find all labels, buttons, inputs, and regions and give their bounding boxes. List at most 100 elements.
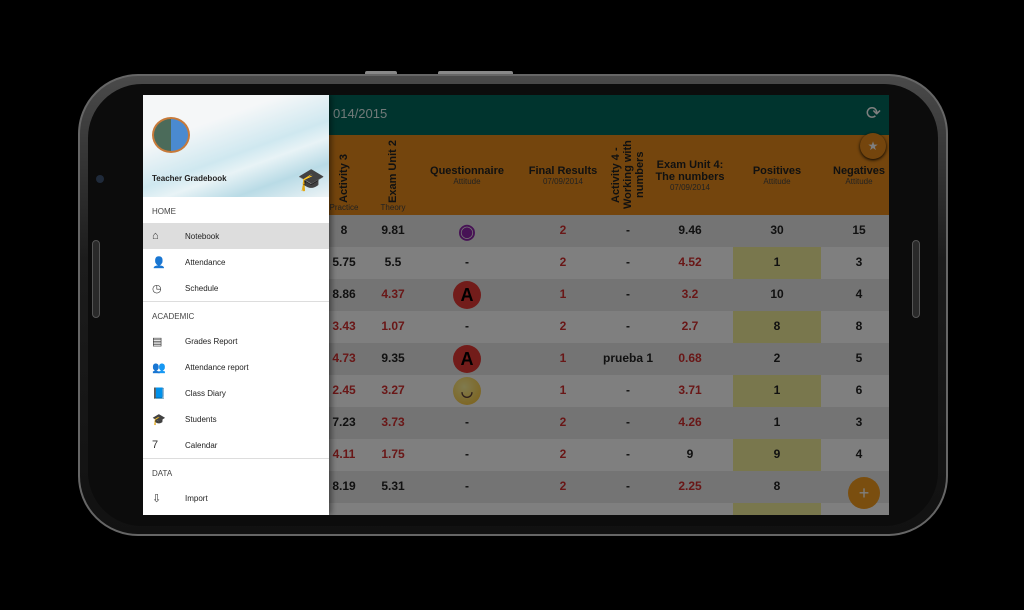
divider [143, 301, 329, 302]
table-cell[interactable]: 5.31 [381, 479, 405, 493]
table-cell[interactable]: 4 [855, 447, 863, 461]
star-fab[interactable]: ★ [860, 133, 886, 159]
screen: 014/2015 ⟳ Activity 3 Practice Exam Unit 2… [143, 95, 889, 515]
table-cell[interactable]: 3 [855, 415, 863, 429]
table-cell[interactable]: - [465, 319, 469, 333]
table-cell[interactable]: 9.46 [678, 223, 702, 237]
table-cell[interactable]: 3 [855, 255, 863, 269]
column-header[interactable]: Positives Attitude [735, 135, 819, 215]
table-cell[interactable]: - [465, 479, 469, 493]
column-title: Exam Unit 4: The numbers [655, 158, 725, 183]
table-cell[interactable]: - [626, 287, 630, 301]
column-header[interactable]: Questionnaire Attitude [425, 135, 509, 215]
drawer-item-label: Calendar [185, 440, 218, 450]
calendar-icon: 7 [152, 439, 159, 451]
absent-icon[interactable]: A [453, 281, 481, 309]
table-cell[interactable]: 4.52 [678, 255, 702, 269]
table-cell[interactable]: 1 [559, 351, 567, 365]
drawer-item-calendar[interactable]: 7 Calendar [143, 432, 329, 458]
table-cell[interactable]: 3.71 [678, 383, 702, 397]
table-cell[interactable]: - [465, 255, 469, 269]
table-cell[interactable]: 2 [559, 415, 567, 429]
drawer-item-import[interactable]: ⇩ Import [143, 485, 329, 511]
column-subtitle: Attitude [763, 176, 791, 186]
table-cell[interactable]: 15 [852, 223, 866, 237]
column-title: Final Results [528, 164, 598, 177]
table-cell[interactable]: 8 [773, 319, 781, 333]
drawer-item-label: Attendance [185, 257, 226, 267]
table-cell[interactable]: 2.25 [678, 479, 702, 493]
table-cell[interactable]: 4.26 [678, 415, 702, 429]
add-fab[interactable]: + [848, 477, 880, 509]
table-cell[interactable]: 1 [559, 383, 567, 397]
drawer-item-label: Import [185, 493, 208, 503]
table-cell[interactable]: - [626, 447, 630, 461]
table-cell[interactable]: prueba 1 [602, 351, 653, 365]
column-header[interactable]: Exam Unit 2 Theory [375, 135, 411, 215]
table-cell[interactable]: 4.37 [381, 287, 405, 301]
column-title: Questionnaire [430, 164, 504, 177]
drawer-item-students[interactable]: 🎓 Students [143, 406, 329, 432]
table-cell[interactable]: 2 [559, 223, 567, 237]
table-cell[interactable]: - [626, 479, 630, 493]
table-cell[interactable]: 2 [559, 255, 567, 269]
column-header[interactable]: Final Results 07/09/2014 [527, 135, 599, 215]
table-cell[interactable]: - [465, 415, 469, 429]
drawer-item-label: Attendance report [185, 362, 249, 372]
drawer-item-class-diary[interactable]: 📘 Class Diary [143, 380, 329, 406]
absent-icon[interactable]: A [453, 345, 481, 373]
drawer-item-grades-report[interactable]: ▤ Grades Report [143, 328, 329, 354]
table-cell[interactable]: 2 [559, 479, 567, 493]
table-cell[interactable]: 8 [855, 319, 863, 333]
table-cell[interactable]: 5 [855, 351, 863, 365]
table-cell[interactable]: 5.5 [384, 255, 402, 269]
power-button [438, 71, 513, 76]
column-header[interactable]: Activity 4 - Working with numbers [604, 135, 652, 215]
report-icon: ▤ [152, 335, 163, 348]
table-cell[interactable]: 2.7 [681, 319, 699, 333]
refresh-icon[interactable]: ⟳ [865, 103, 881, 123]
table-cell[interactable]: 9 [773, 447, 781, 461]
clock-icon: ◷ [152, 282, 162, 295]
table-cell[interactable]: 9.81 [381, 223, 405, 237]
table-cell[interactable]: - [626, 319, 630, 333]
avatar [152, 117, 190, 153]
column-header[interactable]: Exam Unit 4: The numbers 07/09/2014 [650, 135, 730, 215]
table-cell[interactable]: 9.35 [381, 351, 405, 365]
table-cell[interactable]: 4 [855, 287, 863, 301]
table-cell[interactable]: 1 [773, 255, 781, 269]
table-cell[interactable]: - [626, 223, 630, 237]
drawer-item-schedule[interactable]: ◷ Schedule [143, 275, 329, 301]
column-header[interactable]: Activity 3 Practice [326, 135, 362, 215]
column-subtitle: Attitude [845, 176, 873, 186]
smiley-icon[interactable]: ◡ [453, 377, 481, 405]
table-cell[interactable]: 2 [773, 351, 781, 365]
table-cell[interactable]: - [465, 447, 469, 461]
table-cell[interactable]: 1 [559, 287, 567, 301]
drawer-item-attendance[interactable]: 👤 Attendance [143, 249, 329, 275]
table-cell[interactable]: - [626, 383, 630, 397]
table-cell[interactable]: - [626, 415, 630, 429]
column-subtitle: Theory [380, 203, 406, 212]
table-cell[interactable]: 1.07 [381, 319, 405, 333]
table-cell[interactable]: - [626, 255, 630, 269]
table-cell[interactable]: 6 [855, 383, 863, 397]
table-cell[interactable]: 8 [773, 479, 781, 493]
drawer-item-label: Grades Report [185, 336, 238, 346]
table-cell[interactable]: 9 [686, 447, 694, 461]
table-cell[interactable]: 2 [559, 447, 567, 461]
table-cell[interactable]: 3.73 [381, 415, 405, 429]
table-cell[interactable]: 0.68 [678, 351, 702, 365]
table-cell[interactable]: 1 [773, 415, 781, 429]
drawer-item-notebook[interactable]: ⌂ Notebook [143, 223, 329, 249]
eye-icon[interactable]: ◉ [458, 220, 476, 243]
table-cell[interactable]: 1 [773, 383, 781, 397]
table-cell[interactable]: 1.75 [381, 447, 405, 461]
table-cell[interactable]: 10 [770, 287, 784, 301]
table-cell[interactable]: 2 [559, 319, 567, 333]
drawer-item-attendance-report[interactable]: 👥 Attendance report [143, 354, 329, 380]
table-cell[interactable]: 3.27 [381, 383, 405, 397]
table-cell[interactable]: 3.2 [681, 287, 699, 301]
table-cell[interactable]: 30 [770, 223, 784, 237]
star-icon: ★ [867, 139, 879, 153]
